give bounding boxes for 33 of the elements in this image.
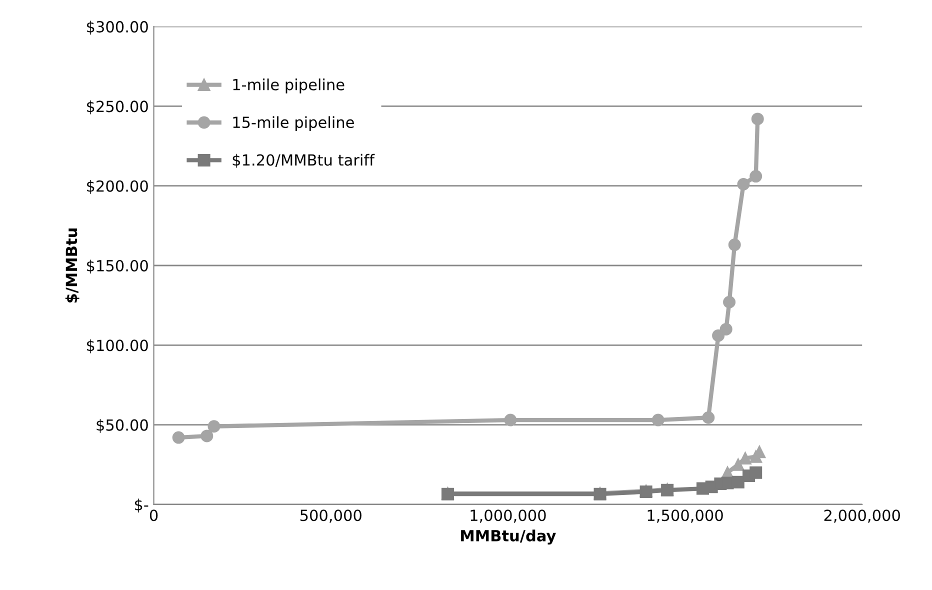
point [172, 431, 185, 444]
legend-label: 15-mile pipeline [233, 116, 354, 132]
point [732, 476, 744, 488]
x-tick-label: 500,000 [300, 510, 362, 523]
point [200, 430, 214, 442]
y-axis-title: $/MMBtu [65, 228, 80, 303]
point [208, 420, 220, 433]
legend-label: $1.20/MMBtu tariff [232, 154, 375, 168]
x-axis-title: MMBtu/day [461, 530, 556, 545]
x-tick-label: 1,500,000 [648, 510, 723, 523]
point [702, 411, 715, 424]
point [728, 238, 741, 252]
point [750, 170, 762, 183]
x-tick-label: 0 [150, 510, 158, 522]
point [732, 458, 744, 471]
x-tick-label: 1,000,000 [470, 510, 546, 523]
point [712, 329, 725, 342]
y-tick-label: $250.00 [87, 100, 148, 114]
y-tick-label: $300.00 [87, 20, 148, 35]
legend-label: 1-mile pipeline [233, 78, 344, 94]
point [750, 466, 762, 479]
point [723, 296, 736, 308]
point [737, 178, 750, 191]
x-tick-label: 2,000,000 [824, 510, 900, 523]
y-tick-label: $200.00 [87, 180, 148, 194]
point [504, 414, 517, 426]
y-tick-label: $100.00 [87, 339, 148, 354]
point [652, 414, 664, 426]
y-tick-label: $150.00 [87, 260, 148, 274]
point [751, 112, 764, 126]
y-tick-label: $- [134, 498, 148, 512]
y-tick-label: $50.00 [96, 418, 148, 433]
point [720, 322, 732, 336]
